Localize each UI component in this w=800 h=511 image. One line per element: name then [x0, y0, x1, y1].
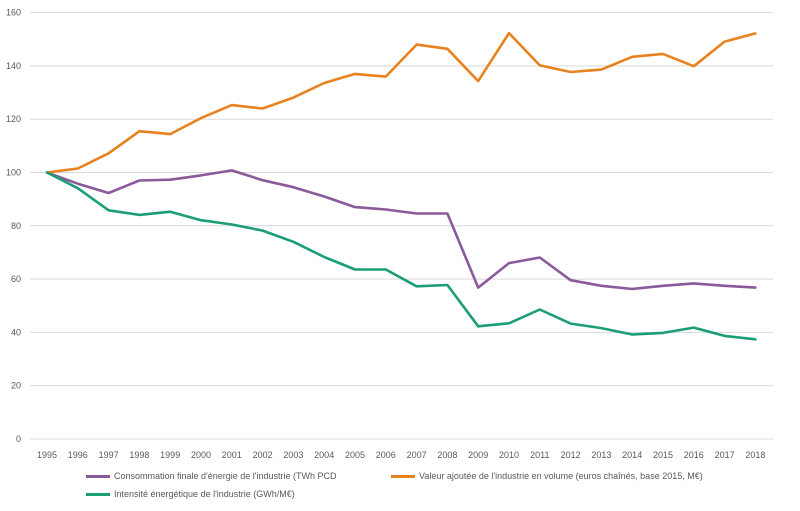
- legend-item-valeur-ajoutee: Valeur ajoutée de l'industrie en volume …: [391, 471, 703, 481]
- x-tick-label: 2005: [345, 450, 365, 460]
- y-axis-labels: 0 20 40 60 80 100 120 140 160: [6, 8, 21, 444]
- y-tick-label: 140: [6, 61, 21, 71]
- series-lines: [45, 31, 757, 341]
- x-tick-label: 1999: [160, 450, 180, 460]
- y-tick-label: 160: [6, 8, 21, 18]
- x-tick-label: 1996: [68, 450, 88, 460]
- legend-item-consommation: Consommation finale d'énergie de l'indus…: [86, 471, 337, 481]
- x-tick-label: 2016: [684, 450, 704, 460]
- x-tick-label: 2001: [222, 450, 242, 460]
- legend-swatch-valeur-ajoutee: [391, 474, 415, 478]
- series-line-consommation: [45, 169, 757, 291]
- x-tick-label: 2013: [591, 450, 611, 460]
- x-tick-label: 2004: [314, 450, 334, 460]
- y-tick-label: 20: [11, 381, 21, 391]
- y-tick-label: 120: [6, 114, 21, 124]
- legend-label-consommation: Consommation finale d'énergie de l'indus…: [114, 471, 337, 481]
- x-tick-label: 2014: [622, 450, 642, 460]
- x-tick-label: 2018: [745, 450, 765, 460]
- legend-label-intensite: Intensité énergétique de l'industrie (GW…: [114, 489, 295, 499]
- series-line-intensite: [45, 171, 757, 341]
- y-tick-label: 100: [6, 168, 21, 178]
- y-tick-label: 0: [16, 434, 21, 444]
- x-tick-label: 2000: [191, 450, 211, 460]
- x-tick-label: 1995: [37, 450, 57, 460]
- legend-swatch-intensite: [86, 492, 110, 496]
- x-tick-label: 2017: [715, 450, 735, 460]
- x-tick-label: 2011: [530, 450, 549, 460]
- legend-swatch-consommation: [86, 474, 110, 478]
- x-tick-label: 1998: [129, 450, 149, 460]
- x-tick-label: 2015: [653, 450, 673, 460]
- x-tick-label: 2012: [561, 450, 581, 460]
- x-axis-labels: 1995 1996 1997 1998 1999 2000 2001 2002 2003 2004…: [37, 450, 765, 460]
- gridlines: [30, 12, 773, 440]
- x-tick-label: 1997: [99, 450, 119, 460]
- x-tick-label: 2010: [499, 450, 519, 460]
- legend-label-valeur-ajoutee: Valeur ajoutée de l'industrie en volume …: [419, 471, 703, 481]
- series-line-valeur-ajoutee: [45, 31, 757, 174]
- y-tick-label: 60: [11, 274, 21, 284]
- y-tick-label: 80: [11, 221, 21, 231]
- x-tick-label: 2003: [283, 450, 303, 460]
- x-tick-label: 2007: [407, 450, 427, 460]
- x-tick-label: 2008: [437, 450, 457, 460]
- x-tick-label: 2009: [468, 450, 488, 460]
- x-tick-label: 2006: [376, 450, 396, 460]
- x-tick-label: 2002: [253, 450, 273, 460]
- legend-item-intensite: Intensité énergétique de l'industrie (GW…: [86, 489, 295, 499]
- y-tick-label: 40: [11, 327, 21, 337]
